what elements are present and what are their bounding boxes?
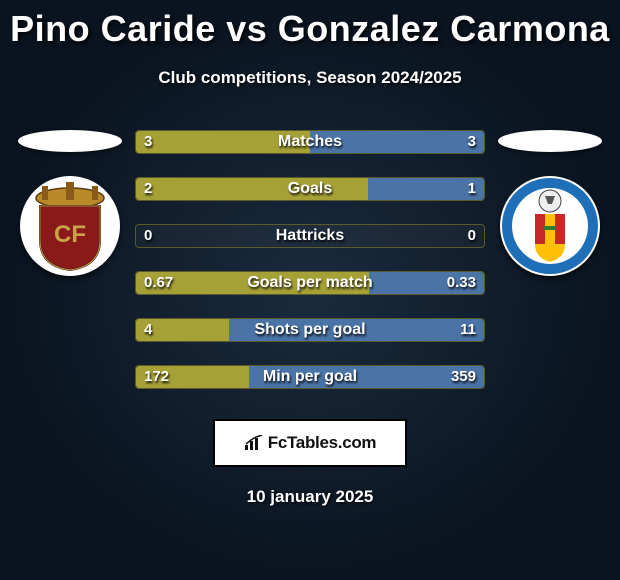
fctables-logo: FcTables.com xyxy=(213,419,407,467)
stat-value-right: 0 xyxy=(468,225,476,247)
stat-value-right: 11 xyxy=(460,319,476,341)
stat-row: 411Shots per goal xyxy=(135,318,485,342)
infographic-date: 10 january 2025 xyxy=(0,487,620,507)
bar-right-fill xyxy=(368,178,484,200)
right-club-badge xyxy=(500,176,600,276)
bar-left-fill xyxy=(136,131,310,153)
bar-left-fill xyxy=(136,178,368,200)
stat-value-right: 3 xyxy=(468,131,476,153)
stat-row: 0 0Hattricks xyxy=(135,224,485,248)
subtitle: Club competitions, Season 2024/2025 xyxy=(0,68,620,88)
right-player-side xyxy=(495,130,605,276)
stat-value-left: 3 xyxy=(144,131,152,153)
stat-value-left: 4 xyxy=(144,319,152,341)
stat-row: 21Goals xyxy=(135,177,485,201)
stat-bars: 33Matches21Goals00Hattricks0.670.33Goals… xyxy=(135,130,485,389)
left-club-badge: CF xyxy=(20,176,120,276)
stat-row: 33Matches xyxy=(135,130,485,154)
left-player-side: CF xyxy=(15,130,125,276)
bar-right-fill xyxy=(229,319,484,341)
comparison-content: CF 33Matches21Goals00Hattricks0.670.33Go… xyxy=(0,130,620,389)
stat-value-left: 2 xyxy=(144,178,152,200)
stat-value-right: 359 xyxy=(451,366,476,388)
svg-text:CF: CF xyxy=(54,221,86,248)
title: Pino Caride vs Gonzalez Carmona xyxy=(0,0,620,50)
stat-value-left: 172 xyxy=(144,366,169,388)
bar-right-fill xyxy=(310,131,484,153)
left-flag xyxy=(18,130,122,152)
stat-row: 0.670.33Goals per match xyxy=(135,271,485,295)
stat-label: Hattricks xyxy=(136,225,484,247)
stat-value-right: 1 xyxy=(468,178,476,200)
bar-right-fill xyxy=(249,366,484,388)
logo-text: FcTables.com xyxy=(268,433,377,453)
stat-value-left: 0.67 xyxy=(144,272,173,294)
stat-value-left: 0 xyxy=(144,225,152,247)
right-flag xyxy=(498,130,602,152)
stat-value-right: 0.33 xyxy=(447,272,476,294)
stat-row: 172359Min per goal xyxy=(135,365,485,389)
chart-icon xyxy=(244,435,264,451)
